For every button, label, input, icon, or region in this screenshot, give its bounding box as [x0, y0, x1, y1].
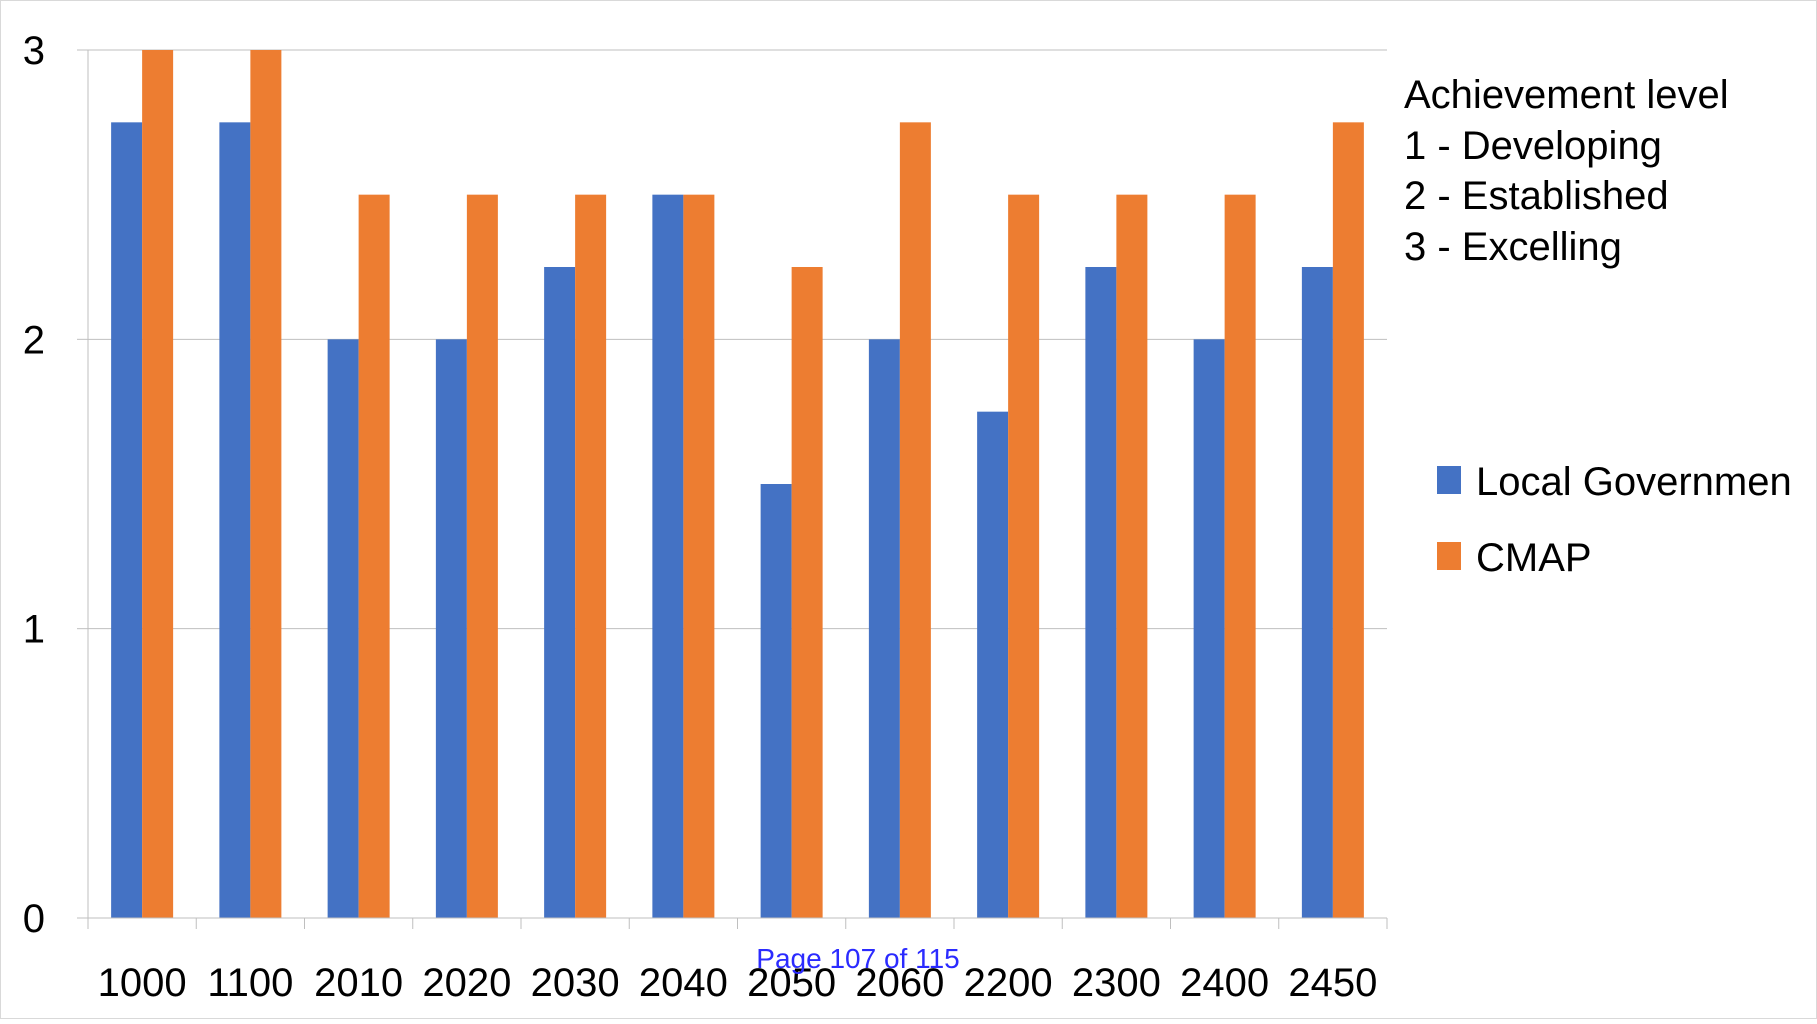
y-tick-label-1: 1 [23, 608, 45, 652]
legend-swatch-cmap [1437, 542, 1461, 570]
bar-cmap-2200 [1008, 194, 1040, 918]
annotation-box: Achievement level 1 - Developing 2 - Est… [1404, 73, 1729, 269]
x-tick-label-2050: 2050 [747, 961, 836, 1005]
page-number-label: Page 107 of 115 [756, 943, 959, 974]
bar-local-governmen-2400 [1193, 339, 1225, 918]
bar-local-governmen-2020 [435, 339, 467, 918]
y-tick-label-3: 3 [23, 29, 45, 73]
annotation-title: Achievement level [1404, 73, 1729, 117]
bar-cmap-2040 [683, 194, 715, 918]
x-tick-label-2400: 2400 [1180, 961, 1269, 1005]
bar-cmap-2400 [1224, 194, 1256, 918]
x-tick-label-2200: 2200 [964, 961, 1053, 1005]
legend: Local Governmen CMAP [1437, 460, 1792, 580]
bar-local-governmen-2060 [868, 339, 900, 918]
y-tick-labels: 0 1 2 3 [23, 29, 45, 941]
legend-swatch-local-governmen [1437, 466, 1461, 494]
bar-cmap-2030 [575, 194, 607, 918]
x-tick-label-1000: 1000 [98, 961, 187, 1005]
bar-cmap-2010 [358, 194, 390, 918]
x-tick-label-1100: 1100 [207, 961, 293, 1005]
annotation-level-1: 1 - Developing [1404, 124, 1662, 168]
x-tick-label-2030: 2030 [531, 961, 620, 1005]
bar-local-governmen-2010 [327, 339, 359, 918]
bar-cmap-1100 [250, 50, 282, 918]
y-tick-label-2: 2 [23, 318, 45, 362]
gridlines [88, 49, 1387, 630]
bar-local-governmen-2450 [1301, 267, 1333, 918]
bar-local-governmen-2300 [1085, 267, 1117, 918]
annotation-level-2: 2 - Established [1404, 174, 1669, 218]
x-tick-label-2060: 2060 [855, 961, 944, 1005]
bar-local-governmen-1000 [111, 122, 143, 919]
bar-local-governmen-2040 [652, 194, 684, 918]
legend-label-local-governmen: Local Governmen [1476, 460, 1792, 504]
x-tick-label-2010: 2010 [314, 961, 403, 1005]
x-tick-labels: 1000 1100 2010 2020 2030 2040 2050 2060 2200 2300… [98, 961, 1378, 1005]
bar-local-governmen-2030 [544, 267, 576, 918]
bar-cmap-2300 [1116, 194, 1148, 918]
bar-local-governmen-2050 [760, 484, 792, 918]
annotation-level-3: 3 - Excelling [1404, 225, 1622, 269]
bar-local-governmen-1100 [219, 122, 251, 919]
bar-cmap-2060 [899, 122, 931, 919]
bar-cmap-2050 [791, 267, 823, 918]
bar-cmap-2450 [1332, 122, 1364, 919]
axes [77, 49, 1388, 929]
legend-label-cmap: CMAP [1476, 536, 1592, 580]
bar-local-governmen-2200 [977, 411, 1009, 918]
x-tick-label-2300: 2300 [1072, 961, 1161, 1005]
y-tick-label-0: 0 [23, 897, 45, 941]
bar-cmap-2020 [466, 194, 498, 918]
bars [111, 50, 1364, 919]
bar-cmap-1000 [142, 50, 174, 918]
x-tick-label-2040: 2040 [639, 961, 728, 1005]
x-tick-label-2020: 2020 [422, 961, 511, 1005]
x-tick-label-2450: 2450 [1288, 961, 1377, 1005]
